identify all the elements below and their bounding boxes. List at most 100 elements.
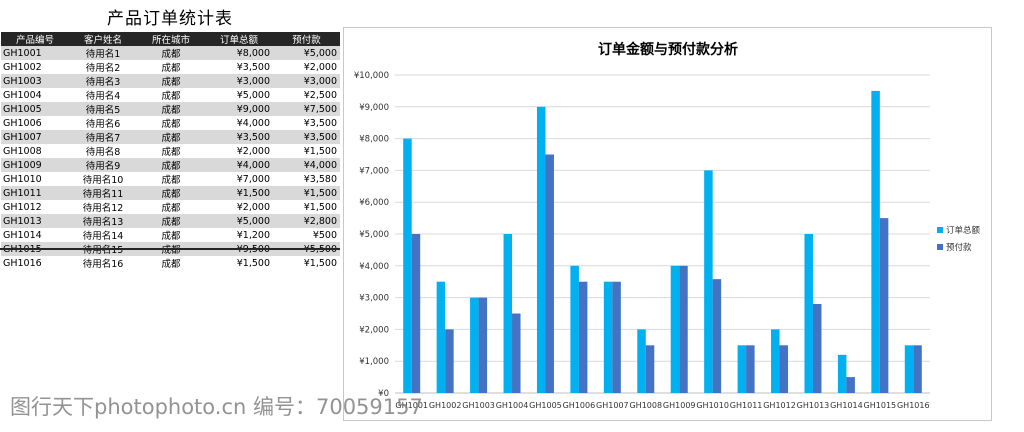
cell-prepayment[interactable]: ¥5,000 [273,46,340,60]
cell-order-total[interactable]: ¥3,500 [205,60,273,74]
cell-order-total[interactable]: ¥3,000 [205,74,273,88]
cell-order-total[interactable]: ¥8,000 [205,46,273,60]
cell-product-id[interactable]: GH1008 [1,144,69,158]
cell-customer-name[interactable]: 待用名3 [69,74,137,88]
table-row[interactable]: GH1007 待用名7 成都 ¥3,500 ¥3,500 [1,130,340,144]
cell-product-id[interactable]: GH1002 [1,60,69,74]
cell-city[interactable]: 成都 [137,116,205,130]
cell-prepayment[interactable]: ¥7,500 [273,102,340,116]
cell-order-total[interactable]: ¥5,000 [205,88,273,102]
x-tick-label: GH1003 [462,401,495,410]
cell-customer-name[interactable]: 待用名12 [69,200,137,214]
cell-product-id[interactable]: GH1005 [1,102,69,116]
cell-order-total[interactable]: ¥2,000 [205,144,273,158]
header-order-total[interactable]: 订单总额 [205,32,273,46]
cell-customer-name[interactable]: 待用名2 [69,60,137,74]
cell-customer-name[interactable]: 待用名4 [69,88,137,102]
table-row[interactable]: GH1006 待用名6 成都 ¥4,000 ¥3,500 [1,116,340,130]
header-city[interactable]: 所在城市 [137,32,205,46]
table-row[interactable]: GH1013 待用名13 成都 ¥5,000 ¥2,800 [1,214,340,228]
table-row[interactable]: GH1004 待用名4 成都 ¥5,000 ¥2,500 [1,88,340,102]
header-customer-name[interactable]: 客户姓名 [69,32,137,46]
cell-prepayment[interactable]: ¥1,500 [273,200,340,214]
cell-prepayment[interactable]: ¥1,500 [273,186,340,200]
cell-customer-name[interactable]: 待用名5 [69,102,137,116]
y-tick-label: ¥6,000 [359,198,389,208]
cell-prepayment[interactable]: ¥2,000 [273,60,340,74]
cell-order-total[interactable]: ¥5,000 [205,214,273,228]
cell-prepayment[interactable]: ¥2,500 [273,88,340,102]
table-row[interactable]: GH1012 待用名12 成都 ¥2,000 ¥1,500 [1,200,340,214]
table-row[interactable]: GH1016 待用名16 成都 ¥1,500 ¥1,500 [1,256,340,270]
cell-city[interactable]: 成都 [137,60,205,74]
table-row[interactable]: GH1008 待用名8 成都 ¥2,000 ¥1,500 [1,144,340,158]
table-row[interactable]: GH1014 待用名14 成都 ¥1,200 ¥500 [1,228,340,242]
cell-product-id[interactable]: GH1010 [1,172,69,186]
cell-prepayment[interactable]: ¥3,000 [273,74,340,88]
cell-customer-name[interactable]: 待用名14 [69,228,137,242]
cell-prepayment[interactable]: ¥1,500 [273,256,340,270]
cell-prepayment[interactable]: ¥4,000 [273,158,340,172]
bar-prepayment [545,154,554,393]
cell-prepayment[interactable]: ¥3,500 [273,130,340,144]
cell-customer-name[interactable]: 待用名9 [69,158,137,172]
cell-prepayment[interactable]: ¥1,500 [273,144,340,158]
cell-city[interactable]: 成都 [137,200,205,214]
header-product-id[interactable]: 产品编号 [1,32,69,46]
table-row[interactable]: GH1010 待用名10 成都 ¥7,000 ¥3,580 [1,172,340,186]
cell-product-id[interactable]: GH1012 [1,200,69,214]
cell-order-total[interactable]: ¥4,000 [205,116,273,130]
table-row[interactable]: GH1005 待用名5 成都 ¥9,000 ¥7,500 [1,102,340,116]
cell-city[interactable]: 成都 [137,186,205,200]
cell-order-total[interactable]: ¥4,000 [205,158,273,172]
cell-city[interactable]: 成都 [137,130,205,144]
cell-order-total[interactable]: ¥1,200 [205,228,273,242]
table-row[interactable]: GH1003 待用名3 成都 ¥3,000 ¥3,000 [1,74,340,88]
cell-order-total[interactable]: ¥2,000 [205,200,273,214]
cell-customer-name[interactable]: 待用名10 [69,172,137,186]
cell-customer-name[interactable]: 待用名16 [69,256,137,270]
cell-prepayment[interactable]: ¥3,580 [273,172,340,186]
cell-product-id[interactable]: GH1009 [1,158,69,172]
cell-prepayment[interactable]: ¥2,800 [273,214,340,228]
cell-city[interactable]: 成都 [137,144,205,158]
cell-product-id[interactable]: GH1006 [1,116,69,130]
table-row[interactable]: GH1011 待用名11 成都 ¥1,500 ¥1,500 [1,186,340,200]
bar-order-total [603,281,613,393]
cell-product-id[interactable]: GH1013 [1,214,69,228]
cell-city[interactable]: 成都 [137,256,205,270]
cell-customer-name[interactable]: 待用名1 [69,46,137,60]
cell-order-total[interactable]: ¥1,500 [205,256,273,270]
cell-city[interactable]: 成都 [137,158,205,172]
table-row[interactable]: GH1009 待用名9 成都 ¥4,000 ¥4,000 [1,158,340,172]
cell-prepayment[interactable]: ¥500 [273,228,340,242]
cell-city[interactable]: 成都 [137,46,205,60]
header-prepayment[interactable]: 预付款 [273,32,340,46]
cell-city[interactable]: 成都 [137,74,205,88]
cell-order-total[interactable]: ¥1,500 [205,186,273,200]
cell-customer-name[interactable]: 待用名7 [69,130,137,144]
table-row[interactable]: GH1002 待用名2 成都 ¥3,500 ¥2,000 [1,60,340,74]
cell-order-total[interactable]: ¥7,000 [205,172,273,186]
cell-product-id[interactable]: GH1003 [1,74,69,88]
cell-customer-name[interactable]: 待用名11 [69,186,137,200]
cell-prepayment[interactable]: ¥3,500 [273,116,340,130]
cell-customer-name[interactable]: 待用名6 [69,116,137,130]
cell-city[interactable]: 成都 [137,88,205,102]
table-row[interactable]: GH1001 待用名1 成都 ¥8,000 ¥5,000 [1,46,340,60]
cell-product-id[interactable]: GH1011 [1,186,69,200]
cell-product-id[interactable]: GH1014 [1,228,69,242]
cell-order-total[interactable]: ¥9,000 [205,102,273,116]
cell-customer-name[interactable]: 待用名8 [69,144,137,158]
cell-order-total[interactable]: ¥3,500 [205,130,273,144]
cell-product-id[interactable]: GH1016 [1,256,69,270]
cell-product-id[interactable]: GH1001 [1,46,69,60]
cell-city[interactable]: 成都 [137,214,205,228]
cell-customer-name[interactable]: 待用名13 [69,214,137,228]
cell-city[interactable]: 成都 [137,228,205,242]
cell-city[interactable]: 成都 [137,102,205,116]
cell-product-id[interactable]: GH1004 [1,88,69,102]
cell-city[interactable]: 成都 [137,172,205,186]
cell-product-id[interactable]: GH1007 [1,130,69,144]
